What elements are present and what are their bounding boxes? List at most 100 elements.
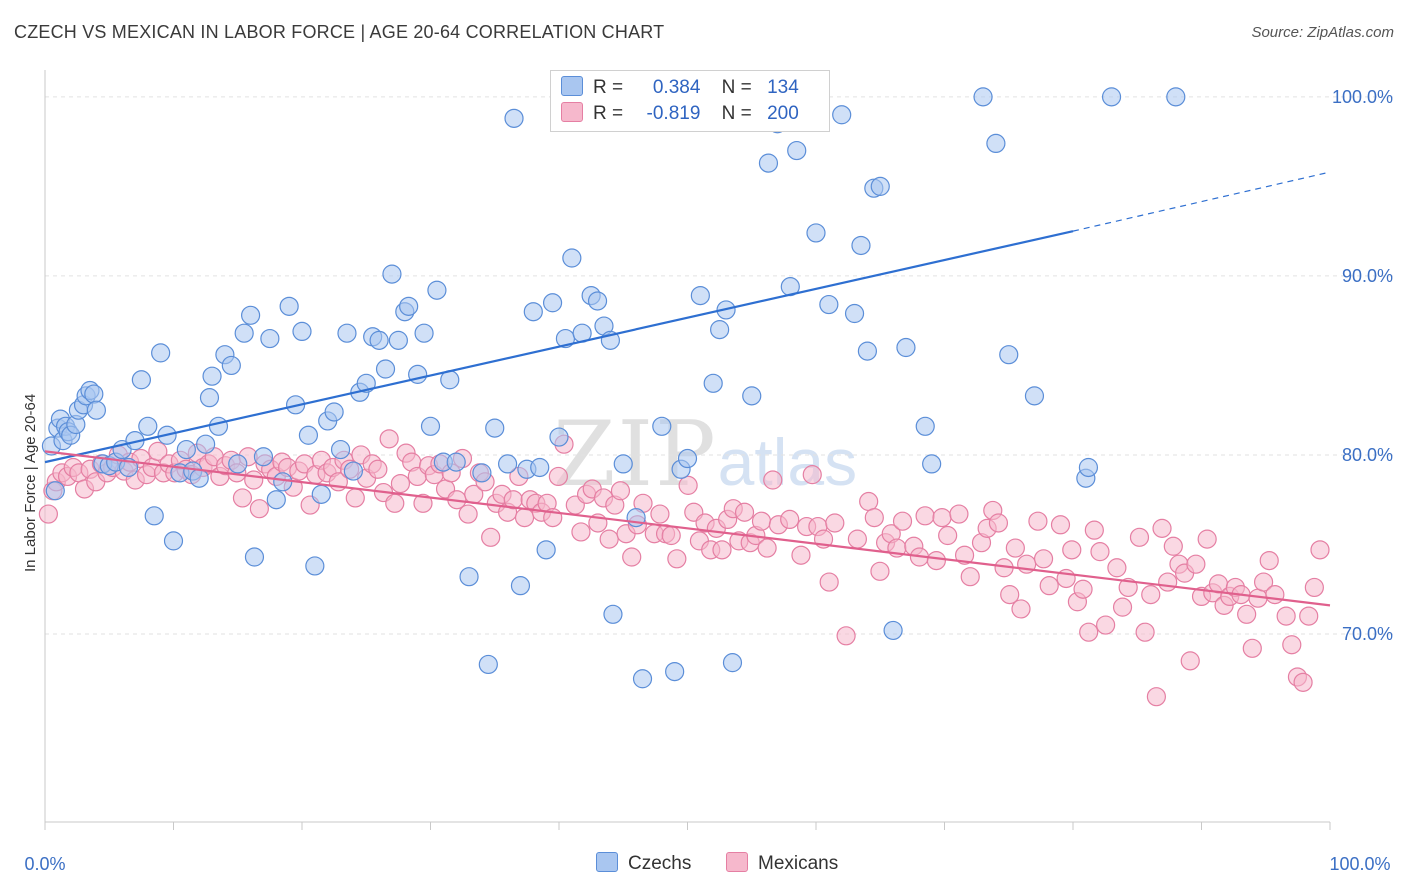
czech-point xyxy=(510,576,531,596)
mexican-n-value: 200 xyxy=(767,103,799,124)
czech-point xyxy=(199,388,220,408)
mexican-point xyxy=(791,545,811,565)
czech-point xyxy=(221,355,241,376)
mexican-point xyxy=(667,549,687,569)
mexican-point xyxy=(954,545,975,565)
mexican-point xyxy=(949,504,969,524)
czech-point xyxy=(324,402,344,422)
x-tick-label-left: 0.0% xyxy=(24,854,65,874)
czech-point xyxy=(1166,87,1186,107)
mexican-point xyxy=(1112,597,1133,617)
czech-point xyxy=(388,330,408,350)
czech-point xyxy=(241,305,261,325)
mexican-point xyxy=(1084,520,1104,540)
mexican-point xyxy=(1141,585,1161,605)
czech-point xyxy=(819,294,839,315)
czech-point xyxy=(1101,87,1122,107)
mexican-point xyxy=(1135,622,1155,642)
y-tick-label: 70.0% xyxy=(1342,624,1393,644)
mexican-point xyxy=(678,475,698,495)
mexican-point xyxy=(1152,518,1172,538)
y-tick-label: 90.0% xyxy=(1342,266,1393,286)
mexican-point xyxy=(38,504,58,524)
chart-title: CZECH VS MEXICAN IN LABOR FORCE | AGE 20… xyxy=(14,22,665,42)
mexican-trend-line xyxy=(44,450,1331,607)
czech-point xyxy=(446,452,466,472)
mexican-point xyxy=(1197,529,1217,549)
mexican-point xyxy=(599,529,619,549)
x-tick-label-right: 100.0% xyxy=(1329,854,1390,874)
mexican-point xyxy=(859,491,879,512)
czech-trend-extension xyxy=(1072,171,1331,232)
mexican-r-value: -0.819 xyxy=(646,103,701,124)
czech-point xyxy=(273,472,293,492)
mexican-points xyxy=(38,429,1330,707)
czech-point xyxy=(652,416,672,436)
mexican-point xyxy=(458,504,478,524)
czech-swatch xyxy=(561,76,583,96)
mexican-point xyxy=(751,511,772,531)
mexican-point xyxy=(390,474,411,494)
mexican-point xyxy=(650,504,670,524)
czech-point xyxy=(151,343,171,363)
czech-point xyxy=(260,328,280,349)
mexican-point xyxy=(1253,572,1274,592)
mexican-point xyxy=(819,572,839,592)
mexican-point xyxy=(836,626,856,646)
mexican-point xyxy=(1265,585,1285,605)
mexican-point xyxy=(988,513,1009,533)
czech-point xyxy=(208,416,229,436)
mexican-point xyxy=(1282,635,1302,655)
mexican-point xyxy=(385,493,405,513)
mexican-point xyxy=(1293,672,1313,692)
czech-point xyxy=(472,463,492,483)
czech-point xyxy=(665,661,685,682)
mexican-r-label: R = xyxy=(593,103,624,124)
mexicans-label: Mexicans xyxy=(758,853,839,874)
source-credit: Source: ZipAtlas.com xyxy=(1251,24,1394,41)
mexican-point xyxy=(926,550,946,571)
mexican-point xyxy=(249,499,269,519)
mexican-point xyxy=(1259,550,1279,571)
mexican-point xyxy=(1310,540,1330,560)
czech-point xyxy=(883,620,903,641)
mexican-point xyxy=(847,529,867,549)
czech-point xyxy=(189,468,209,488)
czech-point xyxy=(375,359,396,379)
czech-point xyxy=(690,286,710,306)
mexican-point xyxy=(825,513,845,533)
mexican-point xyxy=(864,508,884,528)
czech-point xyxy=(253,447,274,467)
czech-point xyxy=(832,105,852,125)
mexican-point xyxy=(757,538,777,558)
mexican-point xyxy=(413,493,433,513)
czech-r-value: 0.384 xyxy=(652,77,701,98)
mexican-point xyxy=(1011,599,1031,619)
czech-point xyxy=(485,418,505,438)
mexican-point xyxy=(244,470,264,490)
czech-point xyxy=(330,439,351,460)
mexican-point xyxy=(938,525,958,546)
czech-point xyxy=(369,330,389,350)
mexican-point xyxy=(622,547,642,567)
czech-trend-line xyxy=(44,230,1074,464)
mexican-point xyxy=(1242,638,1262,658)
mexican-point xyxy=(1062,540,1082,560)
mexican-point xyxy=(1299,606,1319,626)
mexican-point xyxy=(548,466,568,487)
czech-point xyxy=(530,457,550,478)
czech-point xyxy=(234,323,254,343)
correlation-legend: R = 0.384 N = 134 R = -0.819 N = 200 xyxy=(550,70,830,132)
czech-point xyxy=(292,321,312,342)
czech-point xyxy=(244,547,265,567)
mexican-point xyxy=(368,459,388,479)
czechs-label: Czechs xyxy=(628,853,692,874)
czech-point xyxy=(337,323,357,343)
mexican-point xyxy=(148,441,168,461)
mexican-point xyxy=(960,567,980,587)
mexican-point xyxy=(1180,651,1200,671)
czech-point xyxy=(498,454,518,474)
mexican-point xyxy=(1276,606,1296,626)
mexican-point xyxy=(1000,585,1020,605)
mexican-point xyxy=(1158,572,1178,592)
